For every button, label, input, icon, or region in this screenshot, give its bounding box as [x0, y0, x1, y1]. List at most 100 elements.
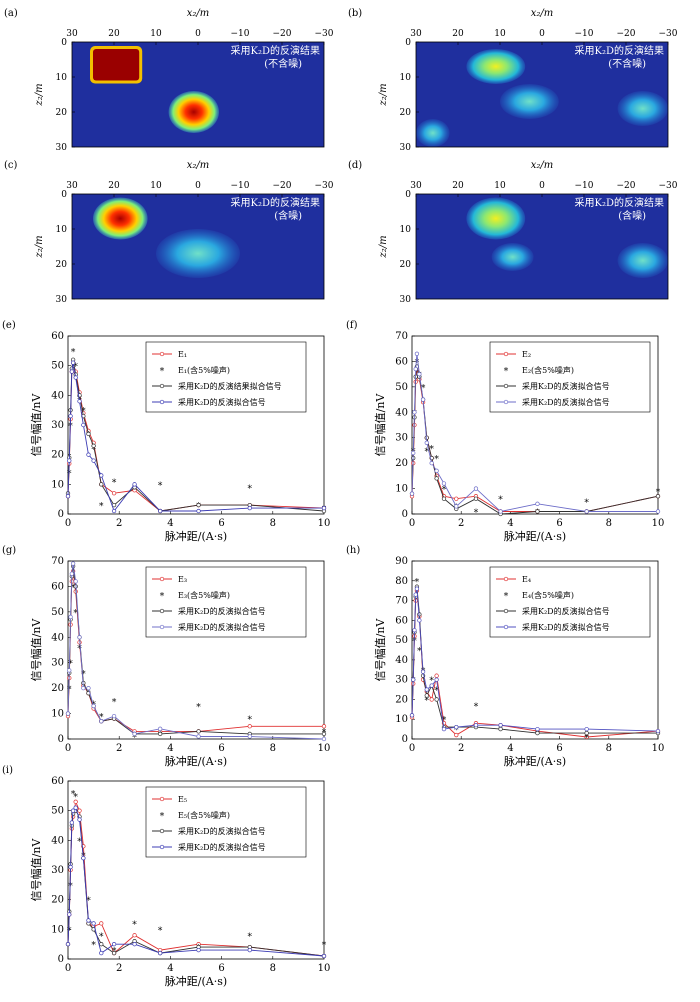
- noise-point: *: [68, 660, 73, 670]
- noise-point: *: [67, 685, 72, 695]
- series-point: [77, 399, 82, 404]
- y-tick-label: 60: [51, 581, 64, 592]
- y-axis-label: 信号幅值/nV: [374, 393, 387, 457]
- series-point: [584, 734, 589, 740]
- legend-label: E₅(含5%噪声): [178, 810, 230, 820]
- x-tick-label: 6: [218, 743, 224, 754]
- series-point: [535, 509, 540, 514]
- series-point: [473, 496, 479, 501]
- y-tick-label: 10: [51, 479, 64, 490]
- series-point: [68, 864, 73, 870]
- x-axis-label: 脉冲距/(A·s): [165, 529, 227, 543]
- series-point: [81, 685, 86, 691]
- inversion-panel: (d) x₂/m z₂/m 30 20 10 0 −10 −20 −30 0 10 20 30 采用K₂D的…: [348, 160, 678, 305]
- series-point: [247, 734, 252, 739]
- noise-point: *: [474, 508, 479, 518]
- noise-point: *: [584, 498, 589, 508]
- noise-point: *: [434, 455, 439, 465]
- legend-label: E₅: [178, 795, 187, 804]
- legend-label: E₄: [522, 575, 531, 584]
- y-tick-label: 0: [405, 190, 411, 200]
- legend-marker: *: [160, 367, 165, 377]
- series-point: [68, 614, 73, 620]
- noise-point: *: [73, 363, 78, 373]
- series-point: [196, 508, 201, 514]
- legend-marker: [503, 351, 509, 357]
- series-point: [441, 726, 447, 732]
- annotation-line-2: (含噪): [618, 209, 646, 222]
- panel-letter: (i): [2, 765, 13, 776]
- y-tick-label: 60: [51, 776, 64, 787]
- annotation-line-1: 采用K₂D的反演结果: [575, 44, 665, 57]
- y-tick-label: 0: [58, 509, 64, 520]
- anomaly-blob: [168, 91, 219, 133]
- x-tick-label: 30: [410, 181, 422, 191]
- series-point: [65, 494, 71, 499]
- series-point: [412, 628, 417, 633]
- x-tick-label: 10: [318, 963, 331, 974]
- series-point: [99, 482, 104, 487]
- series-point: [321, 731, 327, 737]
- series-point: [158, 726, 163, 731]
- noise-point: *: [656, 488, 661, 498]
- noise-point: *: [196, 703, 201, 713]
- panel-letter: (f): [346, 320, 358, 331]
- y-tick-label: 40: [51, 632, 64, 643]
- legend-label: 采用K₂D的反演结果拟合信号: [178, 381, 282, 391]
- y-tick-label: 20: [400, 108, 412, 118]
- x-tick-label: 10: [150, 181, 162, 191]
- series-point: [111, 508, 117, 514]
- legend-marker: [159, 844, 165, 850]
- x-tick-label: 20: [452, 181, 464, 191]
- x-tick-label: 2: [116, 518, 122, 529]
- x-tick-label: −10: [575, 181, 594, 191]
- y-tick-label: 10: [51, 709, 64, 720]
- y-tick-label: 50: [51, 607, 64, 618]
- y-tick-label: 0: [402, 734, 408, 745]
- y-tick-label: 30: [395, 675, 408, 686]
- signal-panel: 0 2 4 6 8 10 0 10 20 30 40 50 60 70 80 90 (h) 脉冲距/(A·s) 信号…: [346, 545, 664, 768]
- x-tick-label: 2: [458, 743, 464, 754]
- x-tick-label: 10: [652, 743, 665, 754]
- y-tick-label: 20: [395, 458, 408, 469]
- series-point: [417, 371, 422, 377]
- series-point: [67, 458, 72, 463]
- legend-label: E₄(含5%噪声): [522, 590, 574, 600]
- y-axis-label: 信号幅值/nV: [30, 393, 43, 457]
- series-point: [91, 458, 96, 463]
- series-point: [86, 431, 91, 437]
- noise-point: *: [71, 348, 76, 358]
- noise-point: *: [429, 445, 434, 455]
- y-tick-label: 0: [61, 190, 67, 200]
- series-point: [454, 732, 459, 738]
- series-point: [91, 921, 96, 926]
- anomaly-block: [93, 49, 140, 81]
- x-axis-label: x₂/m: [531, 160, 554, 171]
- series-point: [434, 697, 439, 702]
- series-point: [413, 366, 418, 372]
- series-point: [196, 734, 201, 739]
- series-point: [86, 918, 91, 923]
- legend-label: E₁(含5%噪声): [178, 365, 230, 375]
- series-point: [158, 508, 163, 514]
- series-point: [70, 561, 76, 566]
- legend-label: 采用K₂D的反演拟合信号: [178, 622, 266, 632]
- series-point: [86, 685, 91, 691]
- noise-point: *: [132, 733, 137, 743]
- legend-label: E₃: [178, 575, 187, 584]
- legend-marker: *: [160, 592, 165, 602]
- x-axis-label: x₂/m: [187, 8, 210, 19]
- noise-point: *: [71, 790, 76, 800]
- series-point: [414, 351, 420, 356]
- x-axis-label: 脉冲距/(A·s): [504, 529, 566, 543]
- series-point: [99, 473, 104, 478]
- y-tick-label: 0: [58, 954, 64, 965]
- y-tick-label: 60: [395, 615, 408, 626]
- heatmap-background: [416, 194, 668, 299]
- legend-label: E₂: [522, 350, 531, 359]
- y-tick-label: 40: [51, 835, 64, 846]
- series-point: [73, 805, 78, 810]
- series-point: [247, 724, 252, 729]
